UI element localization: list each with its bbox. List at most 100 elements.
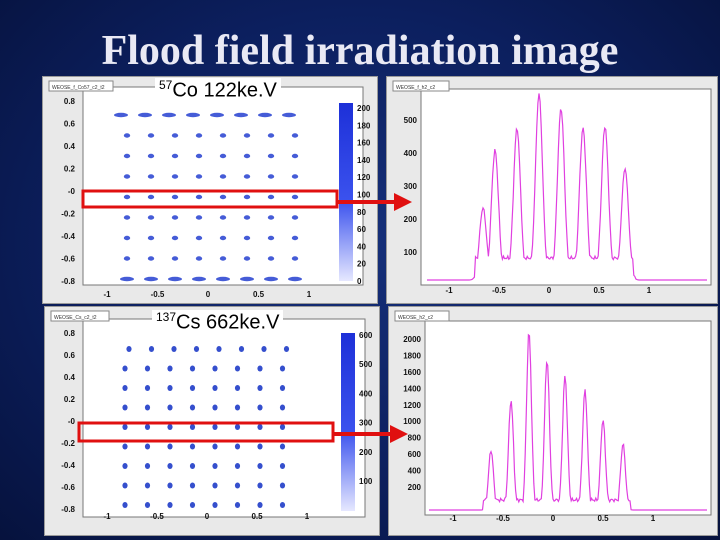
co57-spot — [243, 174, 251, 179]
cs137-spot — [144, 502, 151, 508]
cs137-spot — [189, 502, 196, 508]
cs137-spot — [279, 424, 286, 430]
cs137-histogram-line — [429, 333, 707, 511]
co57-spot — [267, 133, 275, 138]
co57-hist-x-tick-label: -1 — [445, 286, 453, 295]
co57-spot — [195, 256, 203, 261]
co57-spot — [147, 235, 155, 241]
co57-scale-tick-label: 140 — [357, 156, 371, 165]
co57-scale-tick-label: 0 — [357, 277, 362, 286]
cs137-spot — [212, 424, 218, 430]
co57-scale-tick-label: 180 — [357, 121, 371, 130]
co57-mass-number: 57 — [159, 78, 173, 92]
co57-spot — [195, 194, 203, 200]
cs137-map-y-tick-label: -0.6 — [61, 483, 75, 492]
co57-spot — [267, 174, 275, 179]
cs137-flood-map: WEOSE_Cs_c2_t2 0.8 0.6 0.4 0.2 -0 -0.2 -0.4 -0.… — [45, 307, 379, 535]
co57-spot — [147, 215, 155, 220]
co57-spot — [240, 276, 254, 282]
cs137-spot — [122, 482, 128, 489]
cs137-hist-title: WEOSE_h2_c2 — [398, 315, 433, 321]
co57-spot — [147, 153, 155, 159]
cs137-hist-y-axis: 2000 1800 1600 1400 1200 1000 800 600 400 200 — [403, 335, 421, 492]
cs137-spot — [122, 404, 128, 411]
cs137-spot — [216, 346, 222, 352]
co57-spot — [291, 256, 299, 261]
co57-spot — [282, 112, 296, 118]
cs137-spot — [212, 365, 218, 372]
co57-scale-tick-label: 40 — [357, 242, 366, 251]
cs137-spot — [212, 404, 218, 411]
cs137-spot — [193, 346, 200, 352]
co57-spot — [258, 112, 272, 118]
cs137-color-scale-ticks: 600 500 400 300 200 100 — [359, 331, 373, 486]
cs137-spot — [167, 424, 173, 430]
co57-spot — [171, 194, 179, 200]
co57-map-y-tick-label: -0.2 — [61, 210, 75, 219]
co57-hist-x-tick-label: 0.5 — [593, 286, 605, 295]
cs137-hist-x-tick-label: -1 — [449, 514, 457, 523]
co57-spot — [123, 133, 131, 138]
co57-spot — [195, 215, 203, 220]
cs137-map-y-tick-label: 0.6 — [64, 351, 76, 360]
co57-label-text: Co 122ke.V — [172, 79, 277, 102]
co57-map-title: WEOSE_f_Co57_c2_t2 — [52, 85, 105, 91]
co57-map-x-tick-label: -1 — [103, 290, 111, 299]
cs137-spot — [189, 365, 196, 372]
co57-map-y-tick-label: 0.4 — [64, 142, 76, 151]
cs137-map-y-tick-label: 0.4 — [64, 373, 76, 382]
cs137-map-title: WEOSE_Cs_c2_t2 — [54, 315, 97, 321]
cs137-spot — [167, 502, 173, 508]
co57-hist-x-tick-label: -0.5 — [492, 286, 506, 295]
cs137-projection-arrow — [332, 425, 408, 443]
co57-hist-y-tick-label: 500 — [404, 116, 418, 125]
co57-spot — [123, 235, 131, 241]
co57-spot — [219, 256, 227, 261]
co57-spot — [195, 153, 203, 159]
cs137-spot — [283, 346, 290, 352]
co57-hist-x-axis: -1 -0.5 0 0.5 1 — [445, 286, 651, 295]
cs137-hist-y-tick-label: 1800 — [403, 351, 421, 360]
cs137-hist-x-tick-label: 1 — [651, 514, 656, 523]
cs137-spot — [167, 385, 173, 391]
cs137-spot — [257, 443, 263, 450]
co57-spot — [291, 235, 299, 241]
cs137-scale-tick-label: 600 — [359, 331, 373, 340]
cs137-projection-histogram: WEOSE_h2_c2 2000180016001400120010008006… — [389, 307, 717, 535]
cs137-spot — [144, 463, 151, 469]
cs137-spot — [257, 424, 263, 430]
cs137-map-y-tick-label: -0.4 — [61, 461, 75, 470]
cs137-spot — [234, 404, 241, 411]
co57-scale-tick-label: 60 — [357, 225, 366, 234]
co57-spot — [123, 256, 131, 261]
co57-spot — [138, 112, 152, 118]
co57-spot — [195, 174, 203, 179]
cs137-label: 137Cs 662ke.V — [152, 310, 284, 335]
cs137-spot — [189, 424, 196, 430]
cs137-scale-tick-label: 400 — [359, 389, 373, 398]
co57-map-x-tick-label: -0.5 — [151, 290, 165, 299]
co57-spot — [291, 215, 299, 220]
cs137-spot — [167, 365, 173, 372]
cs137-spot — [212, 482, 218, 489]
cs137-spot — [279, 443, 286, 450]
cs137-mass-number: 137 — [156, 310, 177, 324]
cs137-spot — [257, 463, 263, 469]
cs137-map-y-tick-label: 0.2 — [64, 395, 76, 404]
cs137-hist-y-tick-label: 600 — [408, 450, 422, 459]
co57-spot — [219, 153, 227, 159]
cs137-spot — [189, 404, 196, 411]
cs137-spot — [261, 346, 267, 352]
co57-scale-tick-label: 100 — [357, 191, 371, 200]
co57-scale-tick-label: 80 — [357, 208, 366, 217]
cs137-histogram-panel: WEOSE_h2_c2 2000 1800 1600 1400 1200 1000 800 6… — [388, 306, 718, 536]
co57-map-x-tick-label: 0 — [206, 290, 211, 299]
cs137-spot — [279, 365, 286, 372]
cs137-spot — [122, 365, 128, 372]
co57-spot — [219, 133, 227, 138]
cs137-spot — [279, 463, 286, 469]
cs137-spot — [257, 502, 263, 508]
co57-spot-grid — [114, 112, 302, 282]
co57-spot — [267, 256, 275, 261]
